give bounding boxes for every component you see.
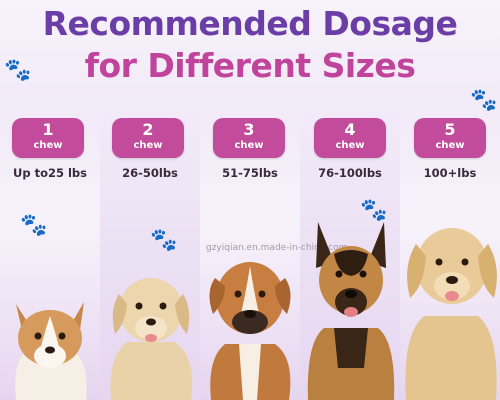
chew-count: 2 bbox=[142, 120, 154, 139]
paw-print-icon: 🐾 bbox=[20, 213, 48, 238]
paw-print-icon: 🐾 bbox=[150, 228, 178, 253]
chew-count: 4 bbox=[344, 120, 356, 139]
chew-count: 5 bbox=[444, 120, 456, 139]
chew-unit: chew bbox=[133, 140, 163, 151]
dosage-badge-4: 4 chew bbox=[314, 118, 386, 158]
dosage-badge-3: 3 chew bbox=[213, 118, 285, 158]
paw-print-icon: 🐾 bbox=[4, 58, 32, 83]
boxer-photo bbox=[209, 262, 291, 400]
paw-print-icon: 🐾 bbox=[360, 198, 388, 223]
golden-retriever-photo bbox=[405, 228, 497, 400]
dosage-badge-2: 2 chew bbox=[112, 118, 184, 158]
chew-count: 3 bbox=[243, 120, 255, 139]
title-line-1: Recommended Dosage bbox=[42, 4, 458, 43]
weight-range-2: 26-50lbs bbox=[122, 166, 178, 180]
chew-unit: chew bbox=[335, 140, 365, 151]
dosage-badge-1: 1 chew bbox=[12, 118, 84, 158]
german-shepherd-photo bbox=[307, 222, 395, 400]
weight-range-5: 100+lbs bbox=[423, 166, 477, 180]
labrador-puppy-photo bbox=[110, 278, 193, 400]
weight-range-1: Up to25 lbs bbox=[13, 166, 87, 180]
corgi-puppy-photo bbox=[15, 302, 87, 400]
chew-unit: chew bbox=[234, 140, 264, 151]
dosage-badge-5: 5 chew bbox=[414, 118, 486, 158]
title-line-2: for Different Sizes bbox=[84, 46, 416, 85]
paw-print-icon: 🐾 bbox=[470, 88, 498, 113]
weight-range-4: 76-100lbs bbox=[318, 166, 382, 180]
weight-range-3: 51-75lbs bbox=[222, 166, 278, 180]
chew-count: 1 bbox=[42, 120, 54, 139]
chew-unit: chew bbox=[33, 140, 63, 151]
watermark: gzyiqian.en.made-in-china.com bbox=[206, 243, 348, 253]
chew-unit: chew bbox=[435, 140, 465, 151]
